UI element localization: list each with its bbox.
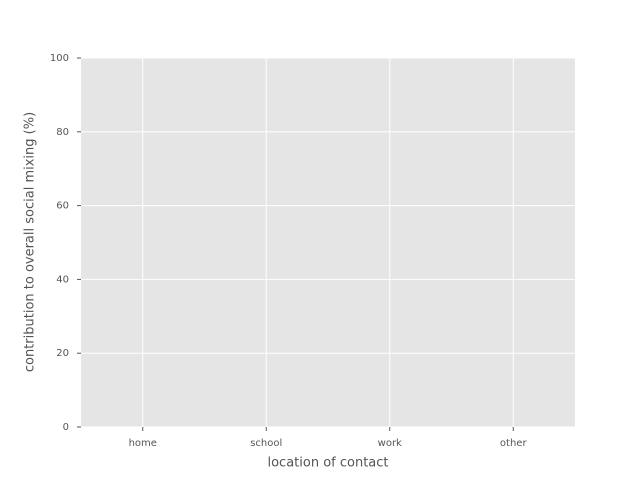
y-tick-label: 80 [56,127,69,138]
y-tick-label: 40 [56,274,69,285]
y-tick-label: 20 [56,348,69,359]
plot-area [81,58,575,427]
x-tick-label: other [500,438,528,449]
y-axis-label: contribution to overall social mixing (%… [23,112,38,372]
x-tick-label: school [250,438,282,449]
x-axis-label: location of contact [267,456,388,471]
y-tick-label: 0 [63,422,69,433]
y-tick-label: 100 [50,53,69,64]
x-tick-label: home [129,438,157,449]
y-tick-label: 60 [56,201,69,212]
x-tick-label: work [378,438,402,449]
